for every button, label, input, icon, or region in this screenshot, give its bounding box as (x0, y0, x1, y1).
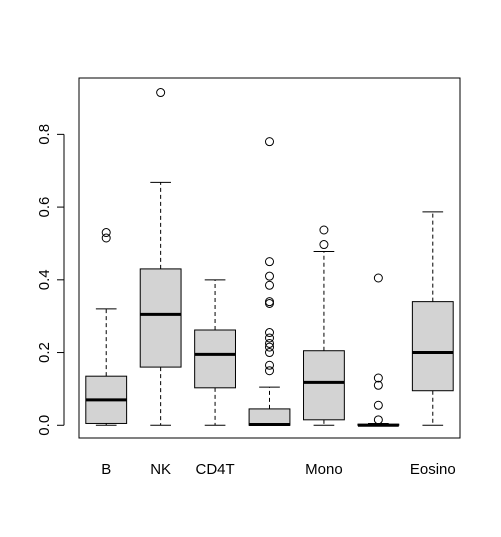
box-b (85, 228, 128, 426)
outlier-point (373, 373, 383, 383)
outlier-point (265, 280, 274, 290)
outlier-point (373, 415, 383, 425)
outlier-point (373, 400, 383, 410)
outlier-point (265, 360, 274, 370)
outlier-point (101, 233, 111, 243)
outlier-point (265, 328, 274, 338)
iqr-box (139, 268, 182, 368)
iqr-box (248, 408, 291, 426)
box-cd4t (194, 279, 236, 426)
outlier-point (373, 380, 383, 390)
iqr-box (194, 329, 236, 389)
box-mono (303, 225, 345, 426)
y-axis: 0.0 0.2 0.4 0.6 0.8 (36, 124, 65, 436)
x-tick-label: Eosino (410, 461, 456, 478)
x-tick-label: CD4T (195, 461, 234, 478)
box-nk (139, 88, 182, 426)
y-tick-label: 0.6 (36, 197, 53, 218)
x-tick-label: B (101, 461, 111, 478)
box-neutro (357, 273, 400, 427)
outlier-point (265, 297, 274, 307)
box-cd8t (248, 137, 291, 427)
x-axis: B NK CD4T Mono Eosino (101, 461, 456, 478)
y-tick-label: 0.8 (36, 124, 53, 145)
y-tick-label: 0.2 (36, 342, 53, 363)
outlier-point (265, 137, 274, 147)
y-tick-label: 0.0 (36, 415, 53, 436)
outlier-point (319, 240, 329, 250)
x-tick-label: Mono (305, 461, 343, 478)
y-tick-label: 0.4 (36, 269, 53, 290)
outlier-point (265, 366, 274, 376)
outlier-point (265, 333, 274, 343)
outlier-point (265, 348, 274, 358)
box-eosino (411, 211, 454, 426)
outlier-point (319, 225, 329, 235)
outlier-point (373, 273, 383, 283)
outlier-point (265, 298, 274, 308)
outlier-point (265, 257, 274, 267)
iqr-box (411, 301, 454, 392)
outlier-point (101, 228, 111, 238)
outlier-point (265, 338, 274, 348)
outlier-point (156, 88, 166, 98)
outlier-point (265, 342, 274, 352)
iqr-box (303, 350, 345, 421)
x-tick-label: NK (150, 461, 171, 478)
outlier-point (265, 271, 274, 281)
plot-frame (78, 77, 461, 439)
boxes (85, 88, 454, 427)
